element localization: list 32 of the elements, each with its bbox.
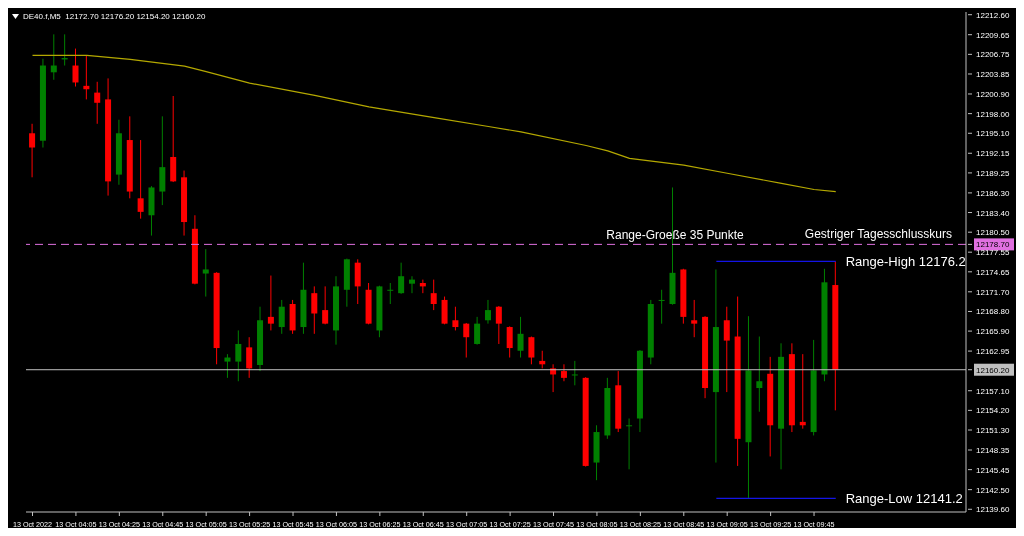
y-tick-label: 12183.40 — [976, 208, 1010, 218]
y-tick-label: 12151.30 — [976, 426, 1010, 436]
y-tick-label: 12200.90 — [976, 89, 1010, 99]
y-tick-label: 12145.45 — [976, 465, 1010, 475]
y-tick-label: 12209.65 — [976, 30, 1010, 40]
annotation: Range-High 12176.2 — [845, 253, 966, 269]
y-tick-label: 12212.60 — [976, 10, 1010, 20]
y-tick-label: 12195.10 — [976, 129, 1010, 139]
y-tick-label: 12180.50 — [976, 228, 1010, 238]
y-tick-label: 12192.15 — [976, 149, 1010, 159]
annotation: Range-Low 12141.2 — [845, 491, 963, 507]
y-tick-label: 12203.85 — [976, 69, 1010, 79]
y-tick-label: 12165.90 — [976, 327, 1010, 337]
y-tick-label: 12177.55 — [976, 248, 1010, 258]
y-tick-label: 12139.60 — [976, 505, 1010, 515]
y-tick-label: 12142.50 — [976, 485, 1010, 495]
chart-title: DE40.f,M5 12172.70 12176.20 12154.20 12160.20 — [23, 12, 206, 21]
y-tick-label: 12186.30 — [976, 188, 1010, 198]
annotation: Range-Groeße 35 Punkte — [606, 228, 744, 242]
y-tick-label: 12162.95 — [976, 347, 1010, 357]
y-tick-label: 12198.00 — [976, 109, 1010, 119]
ref-line-label: Gestriger Tagesschlusskurs — [804, 227, 952, 242]
y-tick-label: 12174.65 — [976, 267, 1010, 277]
y-tick-label: 12178.70 — [976, 240, 1010, 250]
y-tick-label: 12206.75 — [976, 50, 1010, 60]
y-tick-label: 12168.80 — [976, 307, 1010, 317]
y-tick-label: 12148.35 — [976, 446, 1010, 456]
y-tick-label: 12157.10 — [976, 386, 1010, 396]
y-tick-label: 12189.25 — [976, 168, 1010, 178]
y-tick-label: 12154.20 — [976, 406, 1010, 416]
y-tick-label: 12171.70 — [976, 287, 1010, 297]
y-tick-label: 12160.20 — [976, 365, 1010, 375]
